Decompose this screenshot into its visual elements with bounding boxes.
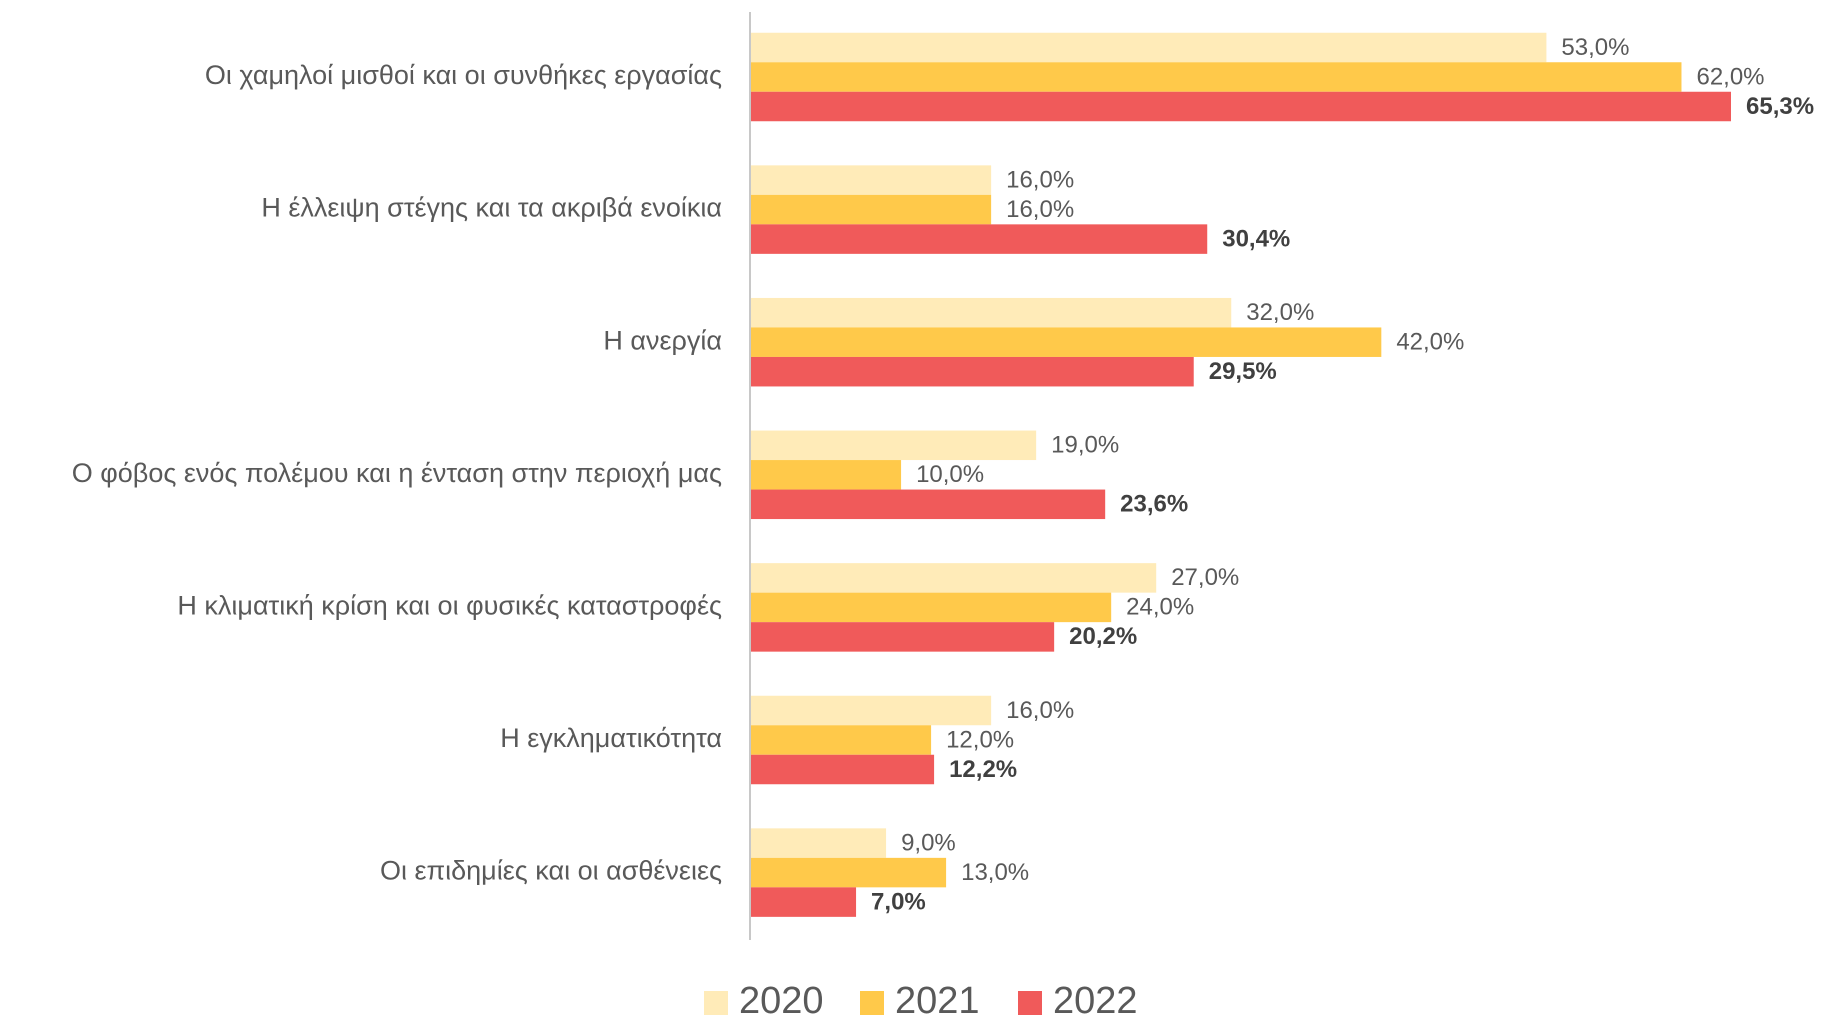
bar — [751, 91, 1731, 122]
value-label: 10,0% — [916, 461, 984, 488]
bar — [751, 297, 1232, 328]
value-label: 12,0% — [946, 726, 1014, 753]
legend-swatch — [1018, 991, 1042, 1015]
bar — [751, 62, 1682, 92]
value-label: 16,0% — [1006, 166, 1074, 193]
bar — [751, 224, 1208, 254]
bar — [751, 356, 1194, 387]
bar — [751, 460, 902, 490]
bar — [751, 622, 1055, 652]
bar — [751, 857, 947, 888]
value-label: 27,0% — [1171, 564, 1239, 591]
bar — [751, 165, 992, 195]
value-label: 7,0% — [871, 888, 926, 915]
category-label: Η κλιματική κρίση και οι φυσικές καταστρ… — [177, 591, 722, 621]
bar — [751, 725, 932, 755]
value-label: 65,3% — [1746, 93, 1814, 120]
bar — [751, 430, 1037, 461]
bar — [751, 563, 1157, 593]
value-label: 13,0% — [961, 859, 1029, 886]
bar — [751, 828, 887, 858]
bar — [751, 194, 992, 225]
value-label: 16,0% — [1006, 196, 1074, 223]
category-label: Η έλλειψη στέγης και τα ακριβά ενοίκια — [261, 193, 722, 223]
legend-label: 2020 — [739, 980, 824, 1019]
legend-swatch — [860, 991, 884, 1015]
legend-label: 2021 — [895, 980, 980, 1019]
legend-swatch — [704, 991, 728, 1015]
category-label: Η ανεργία — [603, 325, 722, 355]
value-label: 16,0% — [1006, 697, 1074, 724]
value-label: 29,5% — [1209, 358, 1277, 385]
bar — [751, 754, 935, 785]
bar — [751, 695, 992, 726]
value-label: 9,0% — [901, 829, 956, 856]
bar — [751, 592, 1112, 623]
value-label: 24,0% — [1126, 594, 1194, 621]
value-label: 30,4% — [1222, 225, 1290, 252]
category-label: Οι χαμηλοί μισθοί και οι συνθήκες εργασί… — [205, 60, 722, 90]
bar — [751, 887, 857, 917]
category-label: Η εγκληματικότητα — [500, 723, 722, 753]
category-label: Οι επιδημίες και οι ασθένειες — [380, 856, 722, 886]
bar — [751, 32, 1547, 63]
value-label: 23,6% — [1120, 491, 1188, 518]
value-label: 62,0% — [1696, 63, 1764, 90]
value-label: 42,0% — [1396, 329, 1464, 356]
value-label: 53,0% — [1561, 34, 1629, 61]
value-label: 20,2% — [1069, 623, 1137, 650]
category-label: Ο φόβος ενός πολέμου και η ένταση στην π… — [72, 458, 722, 488]
legend-label: 2022 — [1053, 980, 1138, 1019]
bar — [751, 327, 1382, 357]
bar — [751, 489, 1106, 520]
value-label: 32,0% — [1246, 299, 1314, 326]
value-label: 12,2% — [949, 756, 1017, 783]
value-label: 19,0% — [1051, 432, 1119, 459]
